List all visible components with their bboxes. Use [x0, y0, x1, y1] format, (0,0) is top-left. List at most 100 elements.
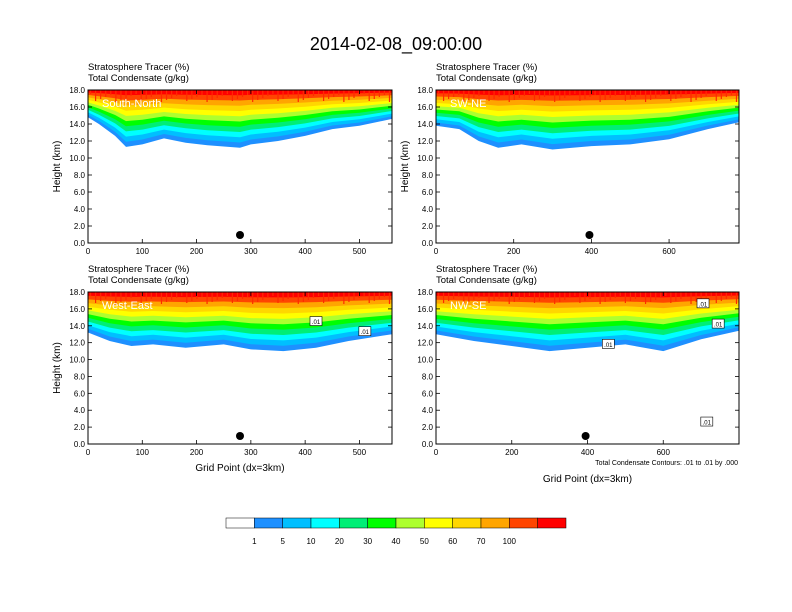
y-tick-label: 10.0 — [69, 154, 85, 163]
panel-inset-label: NW-SE — [450, 300, 486, 312]
y-tick-label: 14.0 — [69, 120, 85, 129]
panels-group: Stratosphere Tracer (%) Total Condensate … — [52, 62, 740, 485]
y-tick-label: 12.0 — [417, 339, 433, 348]
y-tick-label: 2.0 — [422, 423, 434, 432]
panel-subtitle-tracer: Stratosphere Tracer (%) — [436, 264, 537, 275]
x-axis-label: Grid Point (dx=3km) — [195, 463, 284, 474]
colorbar-label: 1 — [252, 537, 257, 546]
colorbar-swatch — [424, 517, 453, 529]
tracer-band — [88, 90, 392, 96]
x-tick-label: 400 — [298, 247, 312, 256]
panel-subtitle-tracer: Stratosphere Tracer (%) — [436, 62, 537, 73]
x-tick-label: 200 — [507, 247, 521, 256]
y-tick-label: 0.0 — [74, 440, 86, 449]
panel-bottom-left: Stratosphere Tracer (%)Total Condensate … — [52, 264, 393, 474]
colorbar-label: 5 — [280, 537, 285, 546]
y-tick-label: 8.0 — [422, 372, 434, 381]
y-tick-label: 12.0 — [69, 339, 85, 348]
x-tick-label: 0 — [86, 247, 91, 256]
y-axis-label: Height (km) — [52, 141, 63, 193]
y-tick-label: 10.0 — [417, 154, 433, 163]
y-tick-label: 16.0 — [69, 305, 85, 314]
x-tick-label: 600 — [657, 448, 671, 457]
y-tick-label: 6.0 — [74, 188, 86, 197]
surface-marker — [585, 231, 594, 239]
tracer-field — [436, 90, 739, 150]
tracer-band — [88, 292, 392, 298]
contour-label: .01 — [711, 318, 725, 329]
tracer-field — [88, 90, 392, 148]
y-tick-label: 0.0 — [422, 239, 434, 248]
panel-inset-label: West-East — [102, 300, 153, 312]
y-tick-label: 2.0 — [422, 222, 434, 231]
x-axis-label: Grid Point (dx=3km) — [543, 474, 632, 485]
y-tick-label: 10.0 — [417, 356, 433, 365]
colorbar-label: 50 — [420, 537, 429, 546]
tracer-field: .01 .01 .01 .01 — [436, 292, 739, 427]
y-axis-label: Height (km) — [52, 342, 63, 394]
panel-subtitle-condensate: Total Condensate (g/kg) — [88, 73, 189, 84]
x-tick-label: 0 — [434, 247, 439, 256]
y-tick-label: 4.0 — [422, 406, 434, 415]
x-tick-label: 300 — [244, 247, 258, 256]
y-tick-label: 0.0 — [422, 440, 434, 449]
tracer-field: .01 .01 — [88, 292, 392, 352]
panel-inset-label: South-North — [102, 98, 161, 110]
y-tick-label: 14.0 — [417, 322, 433, 331]
y-tick-label: 16.0 — [69, 103, 85, 112]
x-tick-label: 600 — [662, 247, 676, 256]
y-tick-label: 16.0 — [417, 103, 433, 112]
x-tick-label: 200 — [190, 247, 204, 256]
panel-inset-label: SW-NE — [450, 98, 486, 110]
y-tick-label: 18.0 — [69, 86, 85, 95]
y-tick-label: 6.0 — [74, 389, 86, 398]
plot-frame — [87, 291, 393, 445]
y-axis-label: Height (km) — [400, 141, 411, 193]
panel-subtitle-condensate: Total Condensate (g/kg) — [88, 275, 189, 286]
colorbar-swatch — [395, 517, 425, 529]
y-tick-label: 18.0 — [417, 288, 433, 297]
y-tick-label: 18.0 — [69, 288, 85, 297]
colorbar-swatch — [282, 517, 312, 529]
colorbar: 1 5 10 20 30 40 50 60 70 100 — [225, 517, 567, 546]
y-tick-label: 8.0 — [74, 372, 86, 381]
panel-top-right: Stratosphere Tracer (%)Total Condensate … — [400, 62, 740, 256]
y-tick-label: 2.0 — [74, 423, 86, 432]
figure-title: 2014-02-08_09:00:00 — [310, 34, 482, 55]
plot-frame — [435, 89, 740, 244]
contour-label: .01 — [696, 298, 710, 308]
contour-label-text: .01 — [703, 421, 712, 427]
x-tick-label: 400 — [585, 247, 599, 256]
y-tick-label: 4.0 — [74, 205, 86, 214]
contour-label-text: .01 — [312, 320, 321, 326]
x-tick-label: 100 — [136, 247, 150, 256]
y-tick-label: 18.0 — [417, 86, 433, 95]
contour-note: Total Condensate Contours: .01 to .01 by… — [595, 460, 738, 467]
colorbar-label: 30 — [363, 537, 372, 546]
x-tick-label: 300 — [244, 448, 258, 457]
y-tick-label: 12.0 — [417, 137, 433, 146]
colorbar-label: 100 — [503, 537, 517, 546]
y-tick-label: 0.0 — [74, 239, 86, 248]
y-tick-label: 8.0 — [74, 171, 86, 180]
surface-marker — [236, 231, 244, 239]
colorbar-label: 60 — [448, 537, 457, 546]
x-tick-label: 400 — [298, 448, 312, 457]
colorbar-swatch — [537, 517, 567, 529]
x-tick-label: 200 — [190, 448, 204, 457]
colorbar-swatch — [339, 517, 368, 529]
x-tick-label: 500 — [353, 448, 367, 457]
contour-label: .01 — [602, 339, 615, 349]
surface-marker — [581, 432, 590, 440]
y-tick-label: 12.0 — [69, 137, 85, 146]
contour-label-text: .01 — [714, 323, 723, 329]
y-tick-label: 14.0 — [69, 322, 85, 331]
panel-top-left: Stratosphere Tracer (%)Total Condensate … — [52, 62, 393, 256]
surface-marker — [236, 432, 244, 440]
contour-label-text: .01 — [604, 343, 613, 349]
y-tick-label: 6.0 — [422, 188, 434, 197]
colorbar-swatch — [452, 517, 482, 529]
y-tick-label: 4.0 — [74, 406, 86, 415]
panel-bottom-right: Stratosphere Tracer (%) Total Condensate … — [417, 264, 740, 485]
